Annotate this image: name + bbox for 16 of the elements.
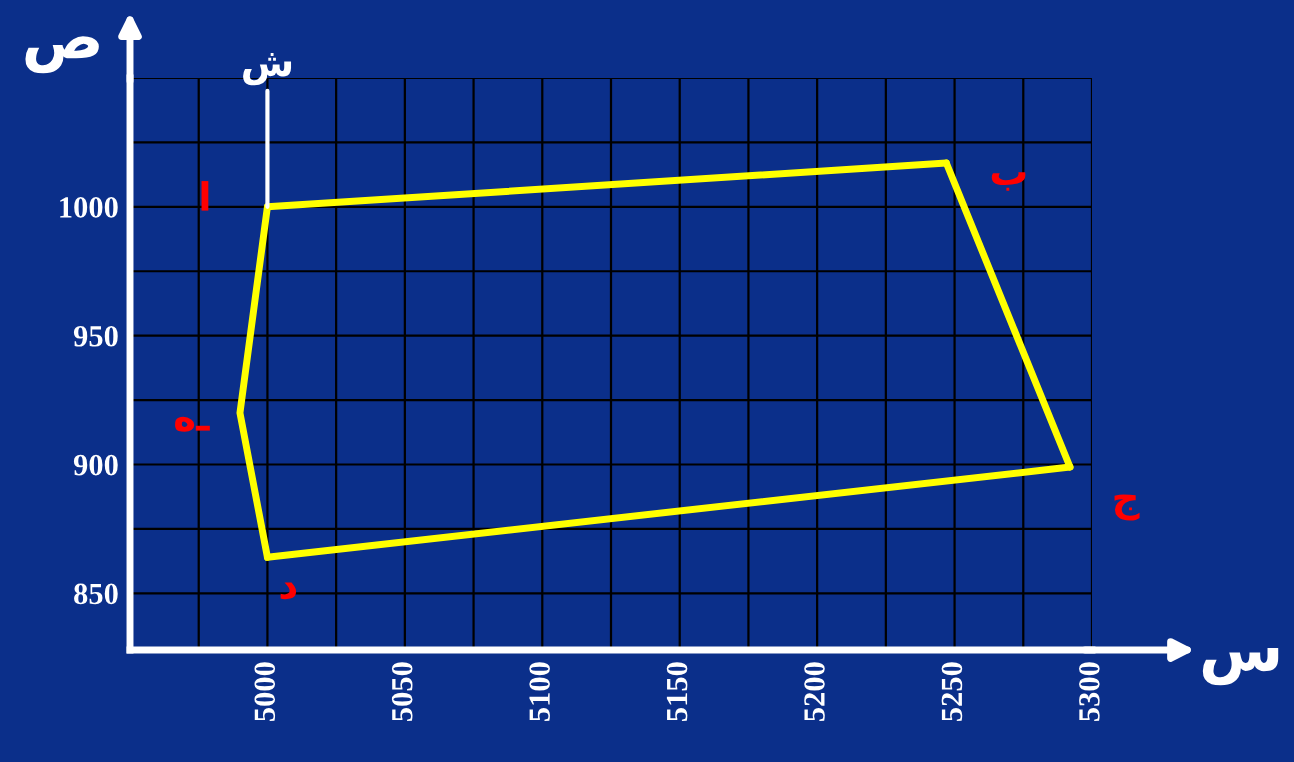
x-tick-label: 5300 — [1079, 662, 1100, 721]
x-tick-label: 5200 — [804, 662, 825, 721]
y-tick-label: 900 — [73, 454, 118, 476]
y-tick-label: 950 — [73, 325, 118, 347]
x-tick-label: 5000 — [254, 662, 276, 721]
y-axis-title: ص — [25, 36, 99, 74]
y-tick-label: 850 — [74, 583, 118, 605]
annotation: ج — [1114, 494, 1140, 521]
x-axis-title: س — [1202, 647, 1279, 686]
x-tick-label: 5250 — [941, 662, 963, 721]
x-tick-label: 5050 — [391, 662, 413, 721]
annotation: ا — [201, 181, 209, 211]
series-label: ش — [243, 53, 292, 86]
y-tick-label: 1000 — [60, 197, 118, 218]
x-tick-label: 5150 — [666, 662, 688, 721]
x-tick-label: 5100 — [529, 662, 550, 721]
